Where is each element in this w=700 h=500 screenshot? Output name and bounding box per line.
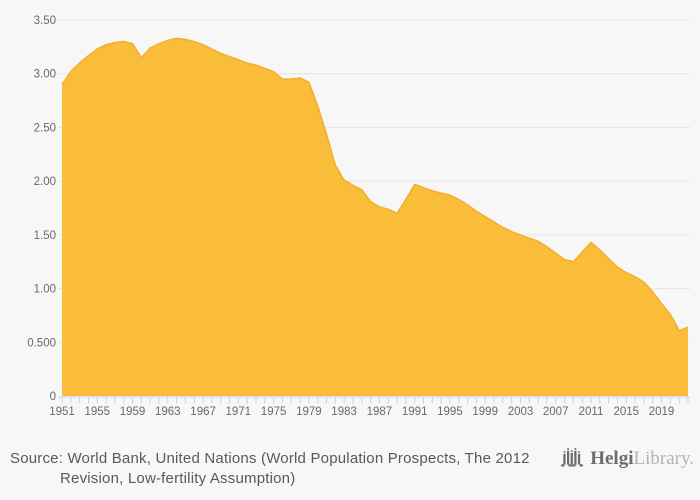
x-tick-label: 1971 xyxy=(226,406,252,418)
helgi-bridge-icon xyxy=(561,447,584,467)
x-tick-label: 1999 xyxy=(472,406,498,418)
x-tick-label: 2007 xyxy=(543,406,569,418)
brand-helgi: Helgi xyxy=(590,448,634,469)
helgi-library-wordmark: HelgiLibrary. xyxy=(590,445,694,473)
y-tick-label: 1.00 xyxy=(34,284,56,296)
brand-library: Library. xyxy=(633,448,695,469)
x-tick-label: 2003 xyxy=(508,406,534,418)
x-tick-label: 1979 xyxy=(296,406,322,418)
area-chart: 3.50 3.00 2.50 2.00 1.50 1.00 0.500 0 1951 1955 19… xyxy=(27,15,690,418)
y-tick-label: 3.00 xyxy=(34,69,56,81)
area-edge-line xyxy=(61,37,689,332)
x-tick-label: 1991 xyxy=(402,406,428,418)
source-note: Source: World Bank, United Nations (Worl… xyxy=(10,449,530,489)
x-tick-label: 2011 xyxy=(579,406,604,418)
x-tick-label: 1983 xyxy=(331,406,357,418)
x-tick-label: 1955 xyxy=(85,406,111,418)
source-note-line2: Revision, Low-fertility Assumption) xyxy=(60,470,296,487)
y-tick-label: 2.50 xyxy=(34,122,56,134)
area-series xyxy=(62,38,688,397)
source-note-line1: Source: World Bank, United Nations (Worl… xyxy=(10,450,530,467)
x-tick-label: 1951 xyxy=(49,406,75,418)
y-tick-label: 1.50 xyxy=(34,230,56,242)
y-tick-label: 0.500 xyxy=(27,337,56,349)
x-tick-label: 1987 xyxy=(367,406,393,418)
x-tick-label: 1967 xyxy=(190,406,216,418)
x-tick-label: 1975 xyxy=(261,406,287,418)
x-tick-label: 2015 xyxy=(614,406,640,418)
x-tick-label: 1995 xyxy=(437,406,463,418)
helgi-library-logo[interactable]: HelgiLibrary. xyxy=(559,445,694,473)
x-tick-label: 1959 xyxy=(120,406,146,418)
x-tick-label: 2019 xyxy=(649,406,675,418)
y-tick-label: 2.00 xyxy=(34,176,56,188)
x-tick-label: 1963 xyxy=(155,406,181,418)
y-tick-label: 3.50 xyxy=(34,15,56,27)
y-tick-label: 0 xyxy=(50,391,56,403)
